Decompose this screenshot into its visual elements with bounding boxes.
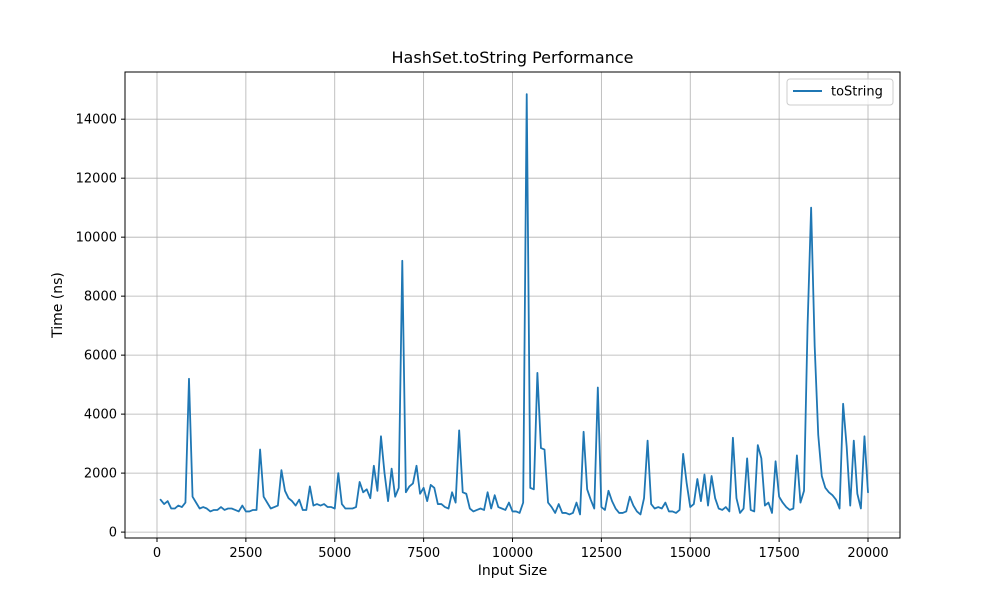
y-tick-label: 8000: [84, 290, 117, 305]
x-tick-label: 20000: [847, 546, 888, 561]
y-tick-label: 4000: [84, 408, 117, 423]
legend-label-tostring: toString: [831, 85, 883, 100]
x-axis-ticks: 0 2500 5000 7500 10000 12500 15000 17500 20000: [153, 538, 889, 561]
y-tick-label: 14000: [76, 113, 117, 128]
y-tick-label: 0: [109, 526, 117, 541]
y-tick-label: 10000: [76, 231, 117, 246]
x-tick-label: 7500: [407, 546, 440, 561]
chart-title: HashSet.toString Performance: [392, 48, 634, 67]
y-tick-label: 6000: [84, 349, 117, 364]
legend-box: [786, 78, 894, 106]
y-tick-label: 12000: [76, 172, 117, 187]
y-tick-label: 2000: [84, 467, 117, 482]
y-axis-ticks: 0 2000 4000 6000 8000 10000 12000 14000: [76, 113, 125, 541]
x-tick-label: 5000: [318, 546, 351, 561]
legend: toString: [786, 78, 894, 106]
y-axis-label: Time (ns): [50, 272, 66, 339]
x-axis-label: Input Size: [478, 563, 547, 579]
x-tick-label: 10000: [492, 546, 533, 561]
x-tick-label: 15000: [670, 546, 711, 561]
x-tick-label: 17500: [758, 546, 799, 561]
series-layer: [159, 93, 869, 516]
plot-area-frame: [124, 71, 901, 539]
x-tick-label: 12500: [581, 546, 622, 561]
series-line-tostring: [159, 93, 869, 516]
x-tick-label: 2500: [229, 546, 262, 561]
grid: [125, 72, 900, 538]
x-tick-label: 0: [153, 546, 161, 561]
